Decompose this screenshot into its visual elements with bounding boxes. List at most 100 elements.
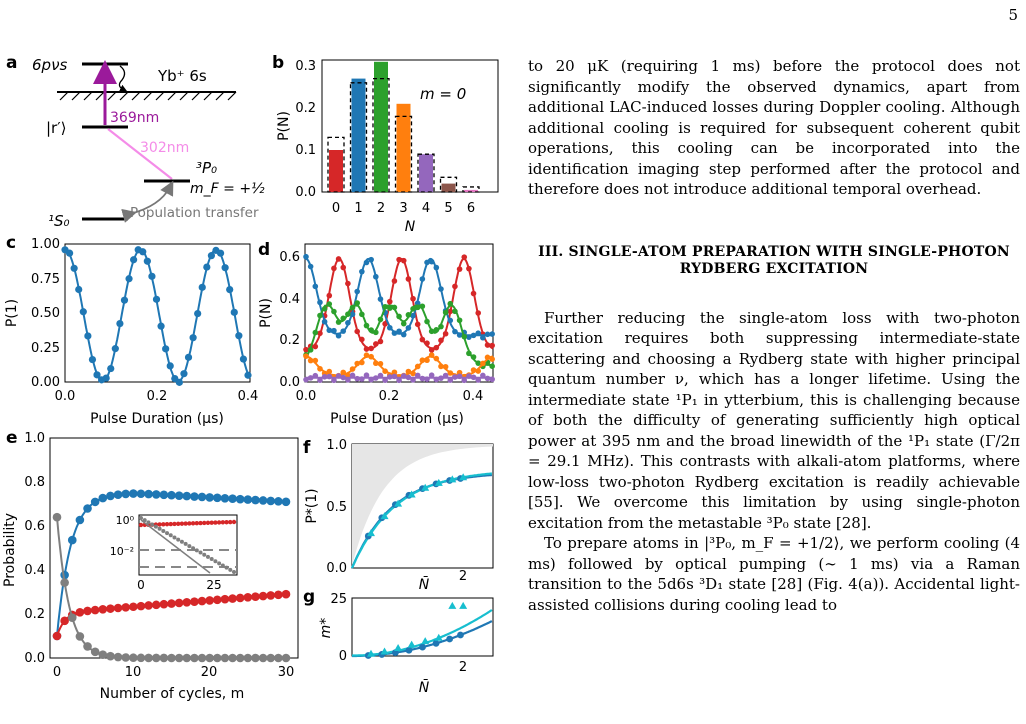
d-point — [433, 344, 440, 351]
e-point — [258, 496, 268, 505]
d-point — [452, 308, 458, 315]
d-point — [438, 286, 444, 292]
c-point — [203, 263, 211, 271]
e-point — [106, 491, 115, 501]
d-point — [419, 276, 426, 282]
b-bar — [441, 183, 456, 192]
d-point — [331, 265, 337, 272]
c-point — [157, 322, 165, 330]
text-column: to 20 μK (requiring 1 ms) before the pro… — [528, 56, 1020, 615]
d-point — [340, 374, 347, 381]
d-point — [480, 372, 486, 379]
level-mf: m_F = +½ — [190, 181, 265, 197]
d-point — [391, 330, 398, 336]
e-inset-point — [191, 546, 196, 551]
e-inset-point — [165, 531, 170, 536]
e-point — [243, 593, 253, 602]
d-point — [386, 305, 393, 311]
e-point — [174, 598, 184, 608]
paragraph-2: Further reducing the single-atom loss wi… — [528, 308, 1020, 532]
b-xtick: 2 — [377, 201, 385, 216]
d-point — [410, 306, 416, 312]
e-point — [83, 504, 92, 513]
d-point — [382, 321, 388, 327]
level-r-prime: |r′⟩ — [46, 119, 66, 137]
d-point — [470, 332, 477, 339]
d-point — [326, 327, 333, 334]
e-point — [213, 595, 222, 605]
panel-label-g: g — [303, 587, 315, 607]
f-triangle — [380, 512, 389, 520]
c-ytick-3: 0.75 — [31, 272, 60, 287]
d-point — [475, 377, 482, 383]
e-point — [159, 599, 169, 609]
c-point — [148, 272, 156, 280]
c-xtick-1: 0.2 — [147, 389, 168, 404]
g-triangle — [459, 601, 468, 609]
d-point — [368, 353, 374, 360]
e-inset-point — [161, 522, 166, 527]
e-inset-point — [213, 559, 218, 564]
f-xtick-2: 2 — [459, 569, 467, 584]
panel-d-chart: 0.0 0.2 0.4 0.6 0.0 0.2 0.4 P(N) Pulse D… — [258, 243, 495, 427]
transition-302-label: 302nm — [140, 140, 189, 156]
e-point — [52, 512, 62, 522]
d-point — [470, 374, 477, 381]
e-point — [174, 653, 184, 663]
d-point — [470, 290, 477, 297]
d-point — [424, 340, 430, 346]
d-point — [428, 258, 435, 265]
e-inset-point — [164, 521, 170, 527]
d-point — [363, 259, 370, 266]
e-xtick-0: 0 — [53, 665, 61, 680]
e-point — [258, 653, 268, 663]
e-point — [266, 591, 276, 600]
d-point — [391, 373, 398, 380]
e-point — [75, 607, 85, 617]
d-point — [447, 300, 454, 307]
c-ytick-1: 0.25 — [31, 341, 60, 356]
d-point — [321, 318, 328, 325]
d-point — [433, 264, 440, 271]
d-point — [386, 298, 393, 305]
e-inset-point — [150, 522, 155, 527]
b-xtick: 3 — [399, 201, 407, 216]
d-point — [359, 268, 365, 275]
f-triangle — [459, 473, 468, 481]
e-inset-point — [216, 520, 222, 525]
d-point — [405, 276, 412, 282]
e-ytick-5: 1.0 — [24, 431, 45, 446]
e-inset-point — [138, 522, 144, 528]
d-point — [331, 327, 337, 334]
d-point — [484, 331, 491, 338]
d-point — [349, 304, 356, 311]
d-point — [414, 363, 421, 370]
d-point — [466, 373, 472, 379]
e-point — [205, 596, 214, 605]
panel-f-chart: 0.0 0.5 1.0 2 P*(1) N̄ — [304, 438, 494, 593]
e-point — [75, 632, 85, 641]
level-6pvs: 6pνs — [32, 56, 67, 74]
e-point — [129, 653, 138, 663]
d-point — [307, 375, 314, 381]
e-inset-point — [161, 528, 166, 533]
e-point — [67, 613, 77, 622]
e-point — [190, 653, 199, 663]
e-inset-point — [205, 520, 211, 526]
e-inset-point — [187, 521, 192, 526]
d-point — [307, 357, 314, 364]
e-inset-point — [220, 563, 225, 568]
d-point — [354, 300, 360, 306]
f-xlabel: N̄ — [419, 575, 430, 593]
transition-369-label: 369nm — [110, 110, 159, 126]
d-point — [317, 330, 323, 337]
e-point — [136, 653, 146, 663]
d-point — [363, 352, 370, 358]
g-ytick-25: 25 — [330, 592, 347, 607]
b-ytick-1: 0.1 — [295, 143, 316, 158]
e-inset-point — [220, 520, 226, 525]
d-point — [428, 352, 435, 358]
d-point — [391, 278, 398, 284]
e-point — [205, 493, 214, 502]
